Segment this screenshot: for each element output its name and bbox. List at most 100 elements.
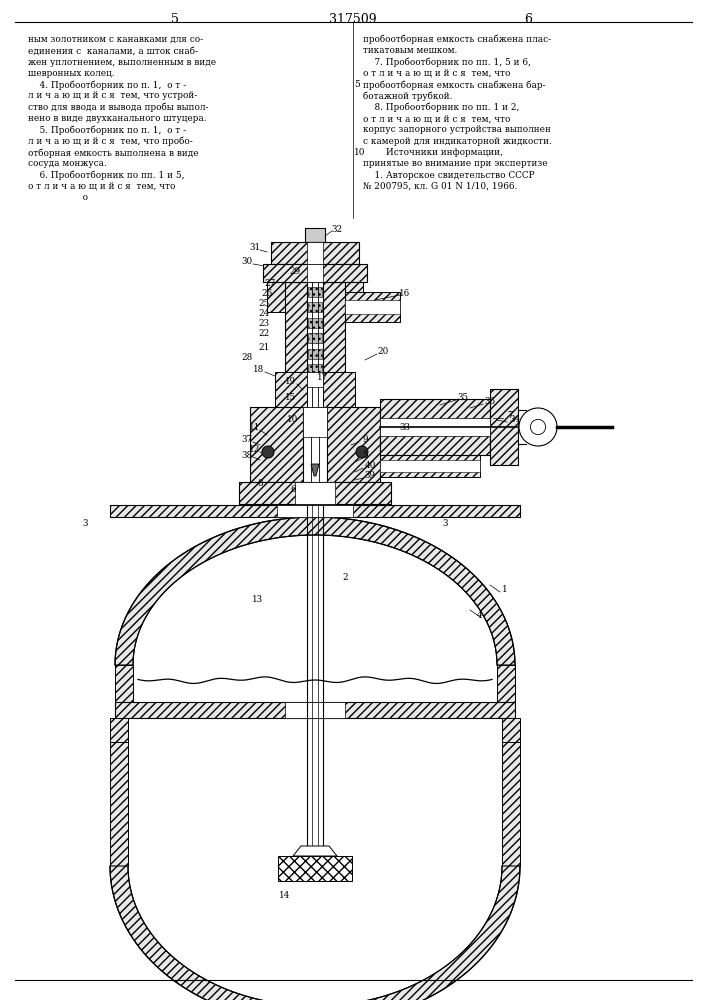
Polygon shape (308, 364, 322, 374)
Text: 3: 3 (443, 520, 448, 528)
Text: 10: 10 (287, 416, 298, 424)
Polygon shape (502, 742, 520, 866)
Polygon shape (323, 372, 355, 407)
Text: 21: 21 (258, 344, 269, 353)
Text: 9: 9 (362, 436, 368, 444)
Text: 35: 35 (457, 393, 469, 402)
Polygon shape (110, 866, 520, 1000)
Text: 18: 18 (253, 365, 264, 374)
Text: 6: 6 (524, 13, 532, 26)
Text: л и ч а ю щ и й с я  тем, что пробо-: л и ч а ю щ и й с я тем, что пробо- (28, 137, 193, 146)
Polygon shape (345, 282, 363, 312)
Text: о т л и ч а ю щ и й с я  тем, что: о т л и ч а ю щ и й с я тем, что (363, 114, 510, 123)
Text: 3: 3 (82, 520, 88, 528)
Text: 16: 16 (399, 288, 411, 298)
Text: 5: 5 (171, 13, 179, 26)
Polygon shape (323, 282, 345, 372)
Text: 10: 10 (354, 148, 366, 157)
Text: 6. Пробоотборник по пп. 1 и 5,: 6. Пробоотборник по пп. 1 и 5, (28, 171, 185, 180)
Text: 14: 14 (279, 892, 291, 900)
Text: о т л и ч а ю щ и й с я  тем, что: о т л и ч а ю щ и й с я тем, что (363, 69, 510, 78)
Text: тикатовым мешком.: тикатовым мешком. (363, 46, 457, 55)
Text: о т л и ч а ю щ и й с я  тем, что: о т л и ч а ю щ и й с я тем, что (28, 182, 175, 191)
Polygon shape (307, 242, 323, 264)
Polygon shape (308, 287, 322, 297)
Polygon shape (110, 718, 128, 742)
Text: 29: 29 (289, 267, 300, 276)
Polygon shape (345, 292, 400, 322)
Text: 317509: 317509 (329, 13, 377, 26)
Polygon shape (278, 856, 352, 881)
Text: 36: 36 (484, 397, 496, 406)
Ellipse shape (530, 419, 546, 435)
Polygon shape (380, 455, 480, 477)
Text: 40: 40 (364, 462, 375, 471)
Text: 4. Пробоотборник по п. 1,  о т -: 4. Пробоотборник по п. 1, о т - (28, 80, 186, 90)
Text: 1. Авторское свидетельство СССР: 1. Авторское свидетельство СССР (363, 171, 534, 180)
Text: л и ч а ю щ и й с я  тем, что устрой-: л и ч а ю щ и й с я тем, что устрой- (28, 92, 197, 101)
Polygon shape (271, 242, 359, 264)
Polygon shape (250, 407, 303, 482)
Text: 15: 15 (284, 393, 296, 402)
Text: 37: 37 (241, 436, 252, 444)
Text: Источники информации,: Источники информации, (363, 148, 503, 157)
Text: 17: 17 (317, 373, 329, 382)
Polygon shape (263, 264, 367, 282)
Text: 25: 25 (259, 300, 269, 308)
Text: 23: 23 (259, 320, 269, 328)
Text: 34: 34 (509, 416, 520, 424)
Text: ным золотником с канавками для со-: ным золотником с канавками для со- (28, 35, 203, 44)
Polygon shape (307, 264, 323, 282)
Text: 8: 8 (257, 479, 263, 488)
Text: о: о (28, 193, 88, 202)
Text: отборная емкость выполнена в виде: отборная емкость выполнена в виде (28, 148, 199, 157)
Polygon shape (295, 482, 335, 504)
Text: 13: 13 (252, 595, 262, 604)
Polygon shape (267, 282, 285, 312)
Text: 31: 31 (250, 243, 261, 252)
Polygon shape (115, 702, 515, 718)
Text: 38: 38 (241, 450, 252, 460)
Text: шевронных колец.: шевронных колец. (28, 69, 115, 78)
Text: 5: 5 (354, 80, 360, 89)
Text: 27: 27 (264, 279, 276, 288)
Polygon shape (380, 460, 480, 472)
Text: 32: 32 (332, 225, 343, 233)
Text: № 200795, кл. G 01 N 1/10, 1966.: № 200795, кл. G 01 N 1/10, 1966. (363, 182, 518, 191)
Text: 8. Пробоотборник по пп. 1 и 2,: 8. Пробоотборник по пп. 1 и 2, (363, 103, 520, 112)
Text: жен уплотнением, выполненным в виде: жен уплотнением, выполненным в виде (28, 58, 216, 67)
Text: 7: 7 (507, 412, 513, 420)
Text: 26: 26 (262, 290, 273, 298)
Text: нено в виде двухканального штуцера.: нено в виде двухканального штуцера. (28, 114, 206, 123)
Text: принятые во внимание при экспертизе: принятые во внимание при экспертизе (363, 159, 548, 168)
Circle shape (356, 446, 368, 458)
Polygon shape (380, 418, 490, 436)
Polygon shape (303, 407, 327, 437)
Ellipse shape (519, 408, 557, 446)
Text: 6: 6 (290, 486, 296, 494)
Polygon shape (293, 846, 337, 856)
Text: 30: 30 (241, 257, 252, 266)
Polygon shape (502, 718, 520, 742)
Text: 4: 4 (477, 610, 483, 619)
Polygon shape (285, 282, 307, 372)
Text: 12: 12 (250, 446, 261, 454)
Text: ство для ввода и вывода пробы выпол-: ство для ввода и вывода пробы выпол- (28, 103, 209, 112)
Polygon shape (275, 372, 307, 407)
Text: 5: 5 (362, 450, 368, 460)
Polygon shape (327, 407, 380, 482)
Polygon shape (115, 665, 133, 702)
Text: пробоотборная емкость снабжена бар-: пробоотборная емкость снабжена бар- (363, 80, 546, 90)
Polygon shape (490, 389, 518, 465)
Text: 5. Пробоотборник по п. 1,  о т -: 5. Пробоотборник по п. 1, о т - (28, 125, 186, 135)
Polygon shape (308, 333, 322, 343)
Polygon shape (380, 399, 490, 455)
Text: 20: 20 (378, 348, 389, 357)
Polygon shape (305, 228, 325, 242)
Text: 1: 1 (502, 585, 508, 594)
Text: 24: 24 (258, 310, 269, 318)
Polygon shape (285, 702, 345, 718)
Polygon shape (110, 505, 520, 517)
Polygon shape (115, 517, 515, 665)
Text: 2: 2 (342, 574, 348, 582)
